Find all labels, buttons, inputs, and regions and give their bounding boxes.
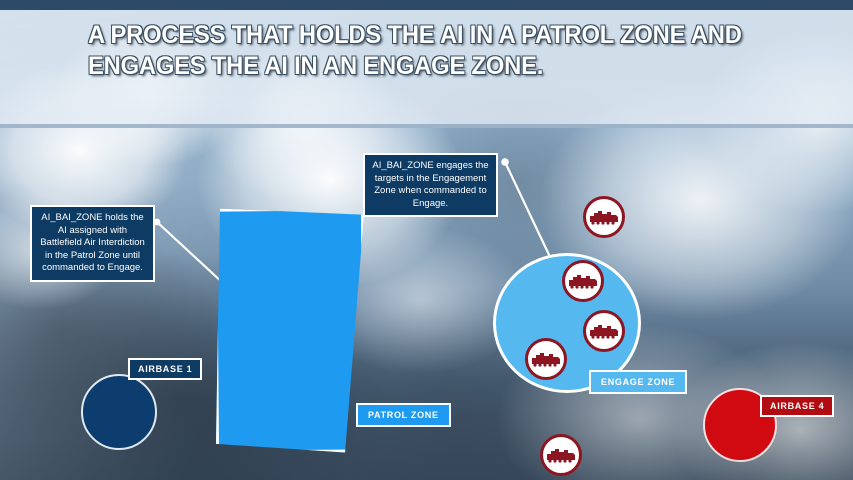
target-marker-5[interactable] (540, 434, 582, 476)
hostile-convoy-icon (531, 351, 561, 367)
label-airbase-1: AIRBASE 1 (128, 358, 203, 380)
patrol-zone-shape[interactable] (214, 207, 366, 453)
airbase-1-marker[interactable] (81, 374, 157, 450)
label-airbase-4: AIRBASE 4 (760, 395, 835, 417)
target-marker-4[interactable] (525, 338, 567, 380)
target-marker-1[interactable] (583, 196, 625, 238)
banner-top-strip (0, 0, 853, 10)
hostile-convoy-icon (546, 447, 576, 463)
hostile-convoy-icon (589, 209, 619, 225)
page-title: A PROCESS THAT HOLDS THE AI IN A PATROL … (88, 21, 742, 80)
callout-engage-explainer: AI_BAI_ZONE engages the targets in the E… (363, 153, 498, 218)
hostile-convoy-icon (589, 323, 619, 339)
target-marker-2[interactable] (562, 260, 604, 302)
label-engage-zone: ENGAGE ZONE (589, 370, 688, 394)
title-banner (0, 10, 853, 128)
target-marker-3[interactable] (583, 310, 625, 352)
hostile-convoy-icon (568, 273, 598, 289)
callout-patrol-explainer: AI_BAI_ZONE holds the AI assigned with B… (30, 205, 155, 282)
label-patrol-zone: PATROL ZONE (356, 403, 451, 427)
